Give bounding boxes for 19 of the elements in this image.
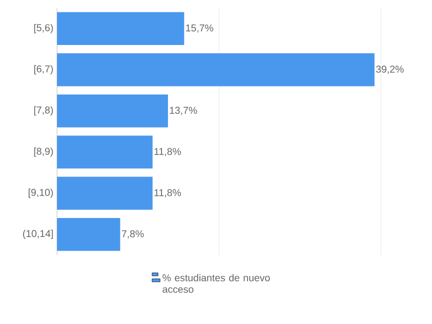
data-label: 15,7% [186, 24, 214, 33]
y-tick-label: [8,9) [34, 147, 53, 157]
data-label: 39,2% [376, 66, 404, 74]
y-tick-label: [9,10) [28, 188, 53, 198]
data-label: 13,7% [170, 106, 198, 116]
y-tick-label: (10,14] [23, 230, 53, 240]
data-label: 11,8% [154, 189, 181, 198]
data-label: 11,8% [154, 148, 181, 156]
bar [57, 12, 184, 46]
legend-label: % estudiantes de nuevo acceso [162, 274, 270, 293]
bar [57, 176, 153, 210]
bar [57, 218, 120, 251]
bar [57, 53, 375, 86]
y-tick-label: [5,6) [34, 24, 53, 34]
bar [57, 136, 153, 169]
y-tick-label: [6,7) [34, 65, 53, 74]
bar [57, 94, 168, 128]
y-tick-label: [7,8) [34, 106, 53, 116]
data-label: 7,8% [122, 230, 144, 239]
